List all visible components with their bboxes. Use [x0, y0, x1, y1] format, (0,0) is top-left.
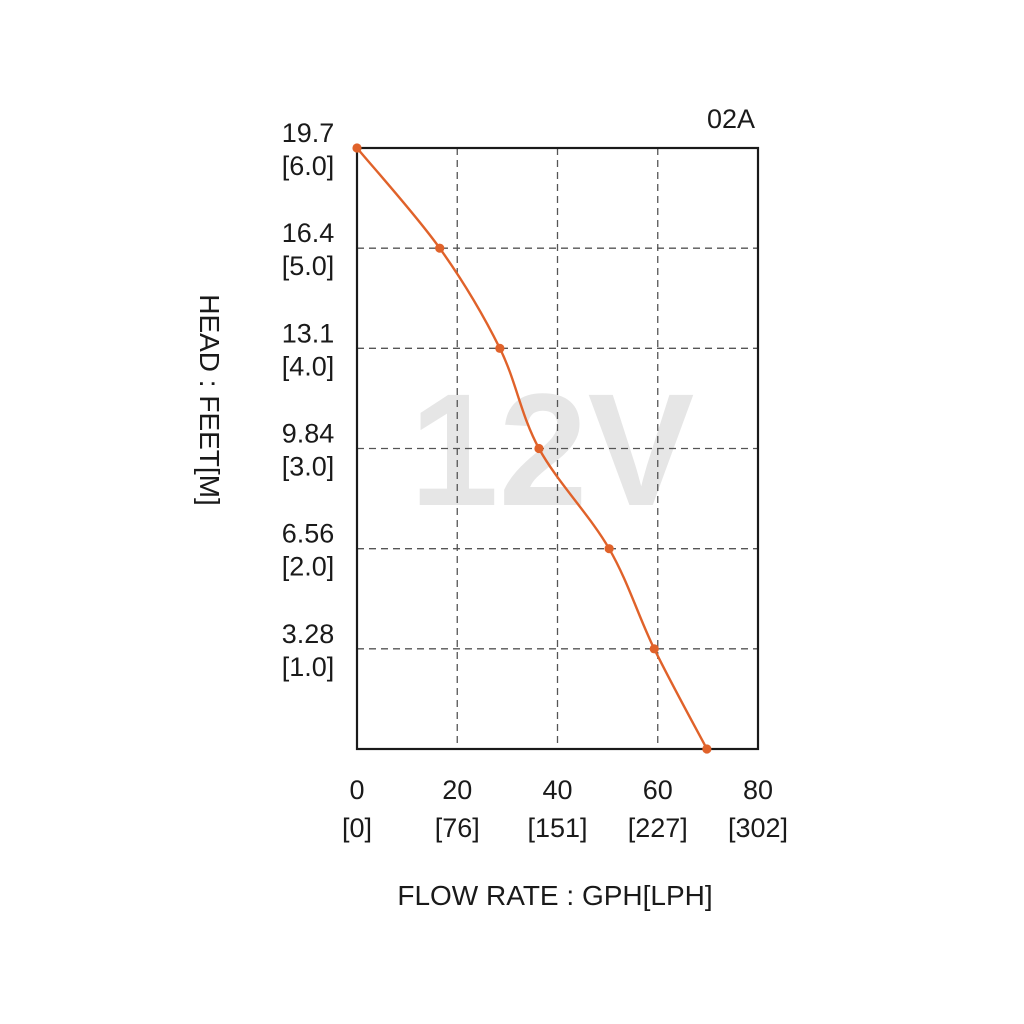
x-tick-label: 40	[542, 775, 572, 805]
y-tick-sublabel: [3.0]	[282, 452, 335, 482]
y-tick-sublabel: [5.0]	[282, 251, 335, 281]
grid-lines	[357, 148, 758, 749]
x-tick-label: 80	[743, 775, 773, 805]
x-tick-label: 0	[349, 775, 364, 805]
y-axis-title: HEAD : FEET[M]	[194, 294, 225, 506]
x-tick-label: 60	[643, 775, 673, 805]
y-tick-sublabel: [2.0]	[282, 552, 335, 582]
data-point	[352, 143, 362, 153]
y-tick-sublabel: [4.0]	[282, 351, 335, 381]
data-point	[649, 644, 659, 654]
x-tick-sublabel: [302]	[728, 813, 788, 843]
y-tick-sublabel: [1.0]	[282, 652, 335, 682]
data-point	[534, 443, 544, 454]
data-point	[604, 544, 614, 554]
x-axis-title: FLOW RATE : GPH[LPH]	[397, 880, 712, 911]
x-tick-label: 20	[442, 775, 472, 805]
y-tick-label: 16.4	[282, 218, 335, 248]
y-tick-label: 19.7	[282, 118, 335, 148]
y-tick-sublabel: [6.0]	[282, 151, 335, 181]
y-tick-label: 9.84	[282, 419, 335, 449]
x-tick-sublabel: [151]	[527, 813, 587, 843]
data-point	[495, 343, 505, 353]
y-tick-labels: 19.7[6.0] 16.4[5.0] 13.1[4.0] 9.84[3.0] 6.56…	[282, 118, 335, 682]
data-points	[352, 143, 712, 754]
x-tick-sublabel: [227]	[628, 813, 688, 843]
x-tick-labels: 0 [0] 20 [76] 40 [151] 60 [227] 80 [302]	[342, 775, 788, 843]
y-tick-label: 13.1	[282, 318, 335, 348]
y-tick-label: 6.56	[282, 519, 335, 549]
data-point	[435, 243, 445, 253]
model-label: 02A	[707, 104, 755, 134]
plot-frame	[355, 146, 760, 751]
x-tick-sublabel: [76]	[435, 813, 480, 843]
x-tick-sublabel: [0]	[342, 813, 372, 843]
data-point	[702, 744, 712, 754]
y-tick-label: 3.28	[282, 619, 335, 649]
watermark-text: 12V	[410, 360, 695, 539]
